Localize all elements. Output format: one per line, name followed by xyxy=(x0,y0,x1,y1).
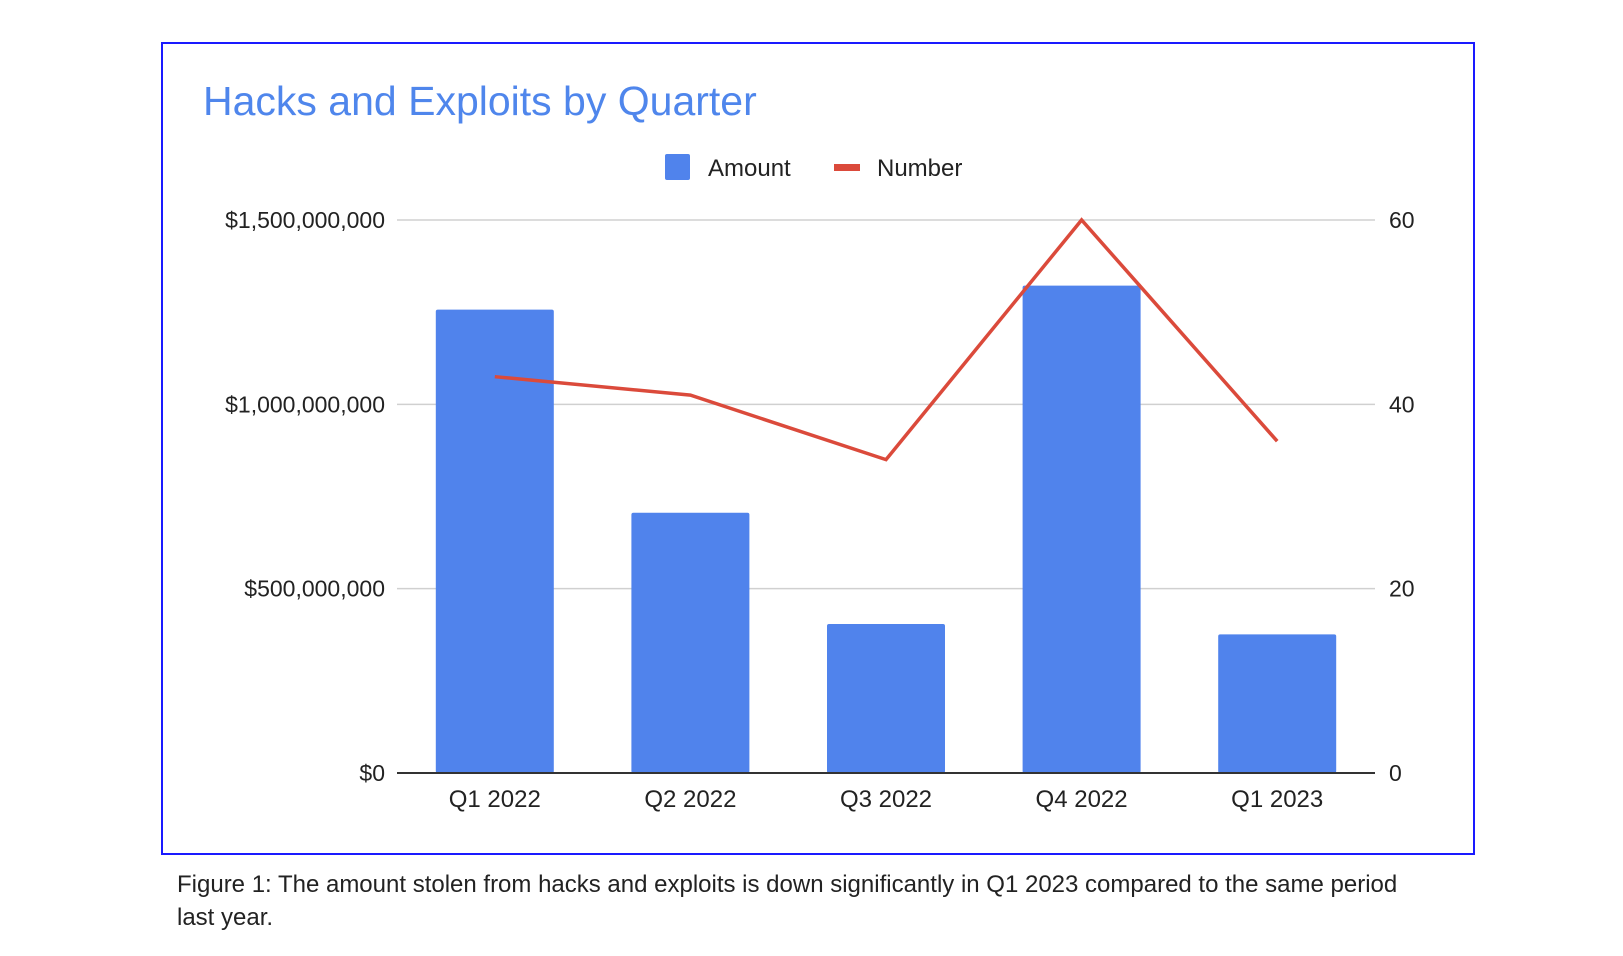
bar-q1-2022 xyxy=(435,309,554,773)
bar-q1-2023 xyxy=(1218,634,1337,773)
x-tick-label: Q1 2023 xyxy=(1231,786,1323,813)
y-left-tick-label: $1,500,000,000 xyxy=(225,207,385,233)
legend-number-swatch xyxy=(834,164,860,171)
x-tick-label: Q4 2022 xyxy=(1036,786,1128,813)
bar-q3-2022 xyxy=(827,624,945,773)
y-right-tick-label: 20 xyxy=(1389,576,1415,602)
legend-amount-label: Amount xyxy=(708,155,791,182)
bar-q2-2022 xyxy=(631,512,750,773)
y-right-tick-label: 40 xyxy=(1389,391,1415,417)
legend-amount-swatch xyxy=(665,154,690,180)
legend-number-label: Number xyxy=(877,155,962,182)
chart-title: Hacks and Exploits by Quarter xyxy=(203,78,757,124)
y-right-tick-label: 0 xyxy=(1389,760,1402,786)
y-left-tick-label: $1,000,000,000 xyxy=(225,391,385,417)
bar-q4-2022 xyxy=(1022,285,1141,773)
y-left-tick-label: $500,000,000 xyxy=(244,576,385,602)
chart-frame xyxy=(161,42,1475,855)
y-left-tick-label: $0 xyxy=(359,760,385,786)
x-tick-label: Q3 2022 xyxy=(840,786,932,813)
series-line-number xyxy=(494,217,1279,462)
x-tick-label: Q1 2022 xyxy=(449,786,541,813)
figure-caption: Figure 1: The amount stolen from hacks a… xyxy=(177,871,1398,931)
y-right-tick-label: 60 xyxy=(1389,207,1415,233)
x-tick-label: Q2 2022 xyxy=(644,786,736,813)
